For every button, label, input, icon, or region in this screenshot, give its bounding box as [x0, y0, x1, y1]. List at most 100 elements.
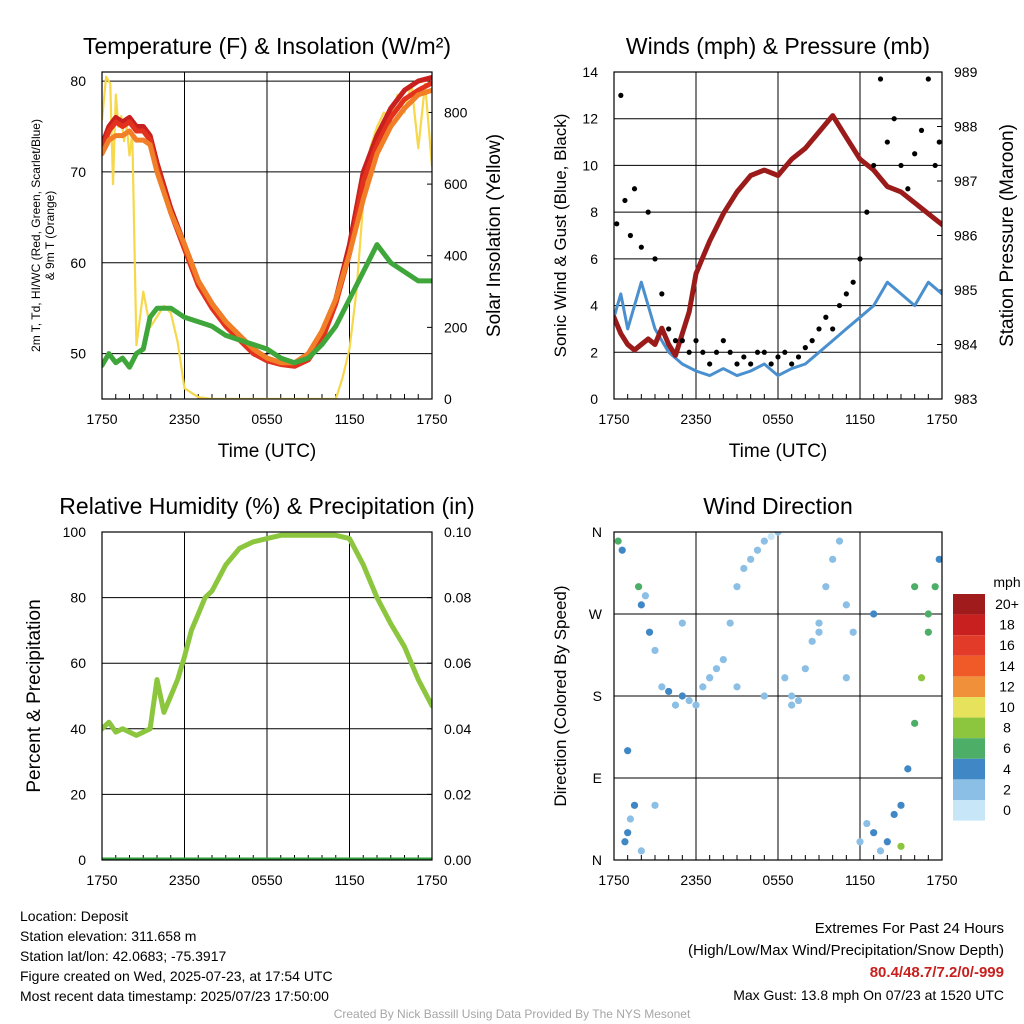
gust-point	[768, 361, 774, 367]
y-tick-label: 80	[70, 590, 86, 606]
gust-point	[864, 209, 870, 215]
wind-direction-point	[897, 842, 905, 850]
wind-direction-point	[712, 665, 721, 673]
wind-direction-point	[671, 701, 680, 709]
legend-label: 4	[1003, 761, 1011, 777]
gust-point	[836, 302, 843, 309]
gust-point	[686, 349, 692, 355]
gust-point	[932, 162, 938, 169]
wind-direction-point	[726, 619, 734, 627]
wind-direction-point	[624, 747, 632, 755]
y-tick-label: 40	[70, 721, 86, 737]
extremes-panel: Extremes For Past 24 Hours (High/Low/Max…	[688, 918, 1004, 1006]
gust-point	[823, 314, 829, 320]
wind-direction-point	[897, 801, 905, 809]
legend-label: 8	[1003, 720, 1011, 736]
wind-direction-point	[760, 537, 768, 545]
legend-swatch	[953, 800, 985, 821]
gust-point	[795, 354, 802, 360]
y2-tick-label: 0.08	[444, 590, 471, 606]
gust-point	[802, 345, 808, 351]
x-tick-label: 1750	[926, 872, 957, 888]
wind-direction-point	[815, 619, 823, 627]
gust-point	[761, 349, 767, 355]
legend-label: 18	[999, 617, 1015, 633]
dewpoint-line	[102, 242, 432, 370]
y-tick-label: 10	[582, 157, 598, 173]
speed-legend: mph 20+ 18 16 14 12 10 8 6 4 2 0	[953, 574, 1021, 821]
temp_9m-line	[102, 87, 432, 366]
wind-direction-point	[935, 555, 942, 563]
x-tick-label: 0550	[762, 411, 793, 427]
temp-y2label: Solar Insolation (Yellow)	[484, 134, 505, 337]
pressure-line	[614, 113, 942, 358]
gust-point	[891, 116, 897, 122]
wind-direction-point	[870, 610, 878, 618]
wind-direction-point	[733, 583, 741, 591]
wind-direction-point	[849, 628, 857, 636]
temp-title: Temperature (F) & Insolation (W/m²)	[83, 33, 451, 59]
temp-chart: Temperature (F) & Insolation (W/m²) 1750 2…	[29, 33, 505, 462]
gust-point	[782, 349, 788, 355]
credit-line: Created By Nick Bassill Using Data Provi…	[333, 1007, 691, 1021]
station-latlon: Station lat/lon: 42.0683; -75.3917	[20, 948, 227, 964]
wind-direction-point	[678, 692, 686, 700]
wind-direction-point	[651, 646, 659, 655]
wind-direction-point	[614, 537, 622, 545]
y2-tick-label: 800	[444, 104, 468, 120]
wind-direction-point	[924, 610, 932, 618]
temp-xlabel: Time (UTC)	[218, 441, 317, 462]
gust-point	[905, 186, 911, 192]
rh-plot-area	[102, 532, 432, 860]
y-tick-label: S	[593, 688, 602, 704]
wind-direction-point	[637, 847, 645, 855]
wind-direction-point	[904, 765, 912, 773]
temp-frame	[101, 71, 433, 400]
gust-point	[748, 361, 754, 367]
temp-plot-area	[102, 74, 432, 399]
gust-point	[918, 127, 925, 133]
wind-direction-point	[692, 701, 700, 709]
wind-direction-point	[822, 583, 830, 591]
legend-swatch	[953, 758, 985, 780]
gust-point	[884, 139, 890, 145]
gust-point	[652, 256, 658, 262]
gust-point	[727, 349, 733, 355]
gust-point	[912, 151, 918, 157]
wind-direction-point	[774, 532, 782, 536]
wind-direction-point	[637, 601, 645, 609]
gust-point	[898, 162, 904, 169]
gust-point	[659, 291, 665, 297]
x-tick-label: 1750	[598, 411, 629, 427]
y-tick-label: 60	[70, 655, 86, 671]
gust-point	[679, 338, 685, 344]
gust-point	[925, 76, 931, 82]
y-tick-label: N	[592, 852, 602, 868]
wind-direction-point	[719, 655, 727, 664]
winds-title: Winds (mph) & Pressure (mb)	[626, 33, 930, 59]
temp-ylabel-line1: 2m T, Td, HI/WC (Red, Green, Scarlet/Blu…	[29, 119, 43, 352]
legend-swatch	[953, 738, 985, 759]
y2-tick-label: 986	[954, 228, 978, 244]
y-tick-label: 100	[63, 524, 87, 540]
gust-point	[622, 197, 628, 204]
y-tick-label: 4	[590, 298, 598, 314]
winds-ylabel: Sonic Wind & Gust (Blue, Black)	[551, 114, 570, 358]
wind-direction-point	[829, 555, 837, 563]
wind-direction-point	[781, 674, 789, 682]
y2-tick-label: 200	[444, 319, 468, 335]
wind-direction-point	[767, 532, 775, 541]
gust-point	[638, 244, 644, 250]
winds-xlabel: Time (UTC)	[729, 441, 828, 462]
gust-point	[645, 209, 651, 215]
y-tick-label: 20	[70, 786, 86, 802]
wind-direction-point	[842, 601, 850, 609]
wind-direction-point	[626, 815, 635, 823]
legend-label: 12	[999, 678, 1015, 694]
wind-direction-point	[733, 683, 741, 691]
winds-frame	[613, 71, 943, 400]
y-tick-label: N	[592, 524, 602, 540]
extremes-title: Extremes For Past 24 Hours	[814, 920, 1004, 937]
gust-point	[734, 361, 740, 367]
legend-label: 6	[1003, 740, 1011, 756]
